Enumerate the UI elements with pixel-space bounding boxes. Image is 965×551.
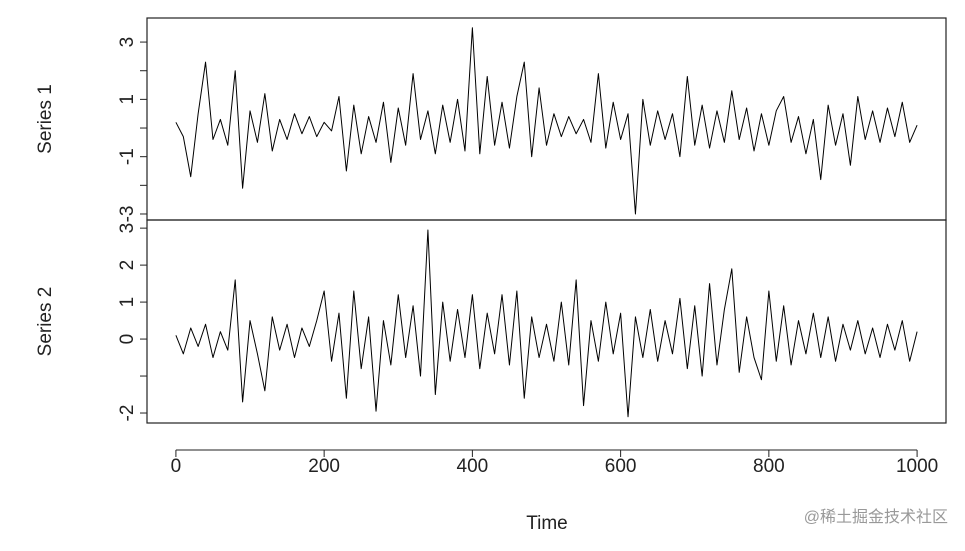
x-tick-label: 0 <box>171 456 182 477</box>
watermark: @稀土掘金技术社区 <box>804 508 948 526</box>
y-tick-label: -2 <box>117 405 138 422</box>
series-line <box>175 229 918 418</box>
y-tick-label: -1 <box>117 148 138 165</box>
y-tick-label: 3 <box>117 223 138 234</box>
x-tick-label: 600 <box>605 456 637 477</box>
y-tick-label: -3 <box>117 206 138 223</box>
y-tick-label: 2 <box>117 260 138 271</box>
x-tick-label: 800 <box>753 456 785 477</box>
y-tick-label: 1 <box>117 297 138 308</box>
x-tick-label: 1000 <box>896 456 938 477</box>
y-tick-label: 1 <box>117 94 138 105</box>
x-tick-label: 400 <box>457 456 489 477</box>
x-axis-label: Time <box>526 513 568 534</box>
x-tick-label: 200 <box>308 456 340 477</box>
y-axis-label: Series 1 <box>35 84 56 154</box>
y-tick-label: 3 <box>117 37 138 48</box>
y-axis-label: Series 2 <box>35 287 56 357</box>
series-line <box>175 27 918 215</box>
plot-frame <box>146 219 947 424</box>
y-tick-label: 0 <box>117 334 138 345</box>
